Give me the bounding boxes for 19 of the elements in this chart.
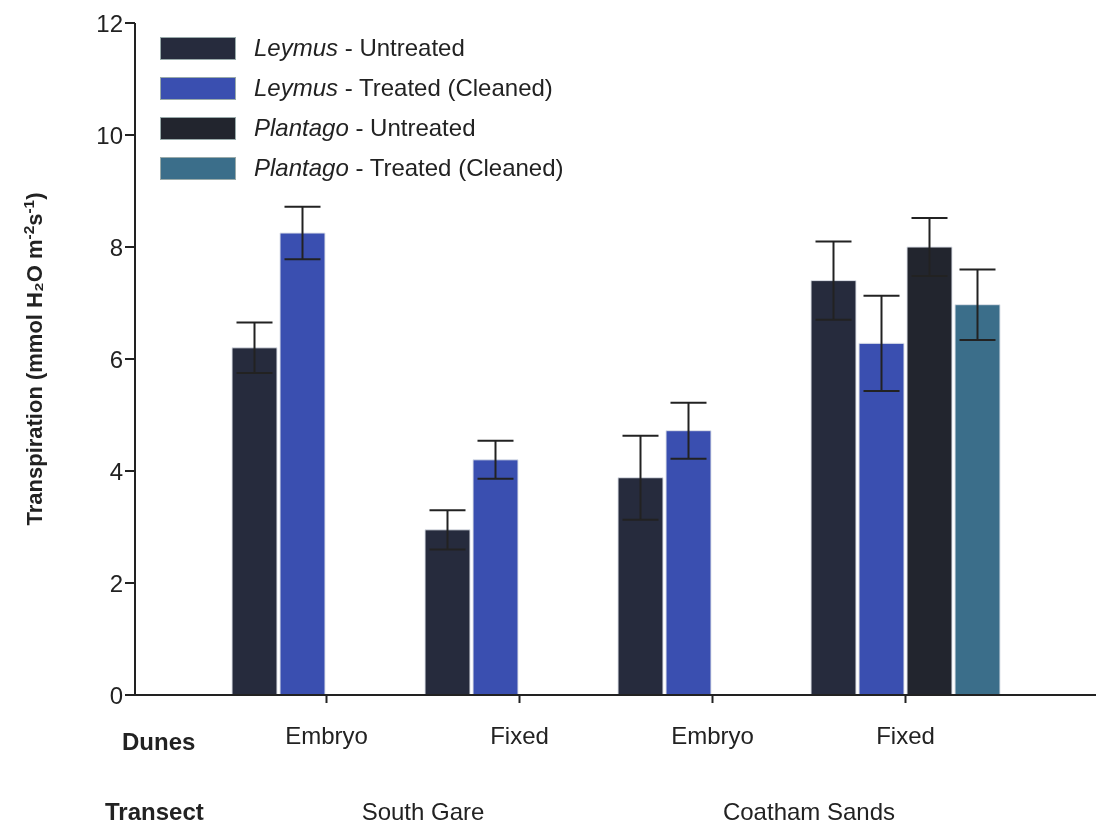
y-tick-label: 0 [109,681,123,709]
y-tick-label: 8 [109,233,123,261]
x-tick-label: Embryo [671,722,754,750]
y-tick-label: 4 [109,457,123,485]
x-tick-label: Embryo [285,722,368,750]
text: South Gare [360,798,486,826]
y-tick-label: 2 [109,569,123,597]
legend-label: Leymus - Untreated [254,34,465,62]
y-tick-label: 10 [96,121,123,149]
legend-label: Leymus - Treated (Cleaned) [254,74,553,102]
text: Coatham Sands [721,798,897,826]
legend-label: Plantago - Untreated [254,114,476,142]
text: Dunes [122,728,196,756]
x-tick-label: Fixed [876,722,935,750]
x-tick-label: Fixed [490,722,549,750]
text: Transect [105,798,204,826]
y-tick-label: 12 [96,9,123,37]
legend-label: Plantago - Treated (Cleaned) [254,154,564,182]
y-tick-label: 6 [109,345,123,373]
